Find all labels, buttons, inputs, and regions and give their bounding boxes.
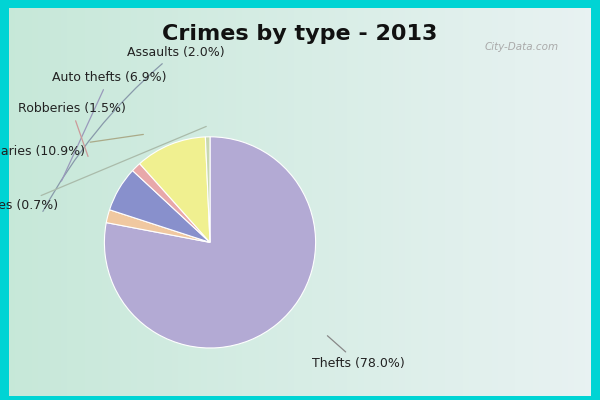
Text: Assaults (2.0%): Assaults (2.0%) bbox=[43, 46, 224, 211]
Wedge shape bbox=[205, 137, 210, 242]
Text: Crimes by type - 2013: Crimes by type - 2013 bbox=[163, 24, 437, 44]
Text: Thefts (78.0%): Thefts (78.0%) bbox=[312, 336, 404, 370]
Wedge shape bbox=[104, 137, 316, 348]
Text: Burglaries (10.9%): Burglaries (10.9%) bbox=[0, 134, 143, 158]
Wedge shape bbox=[110, 170, 210, 242]
Text: Rapes (0.7%): Rapes (0.7%) bbox=[0, 126, 206, 212]
Wedge shape bbox=[106, 210, 210, 242]
Text: Robberies (1.5%): Robberies (1.5%) bbox=[17, 102, 125, 156]
Wedge shape bbox=[133, 164, 210, 242]
Text: City-Data.com: City-Data.com bbox=[484, 42, 558, 52]
Text: Auto thefts (6.9%): Auto thefts (6.9%) bbox=[52, 71, 166, 181]
Wedge shape bbox=[140, 137, 210, 242]
